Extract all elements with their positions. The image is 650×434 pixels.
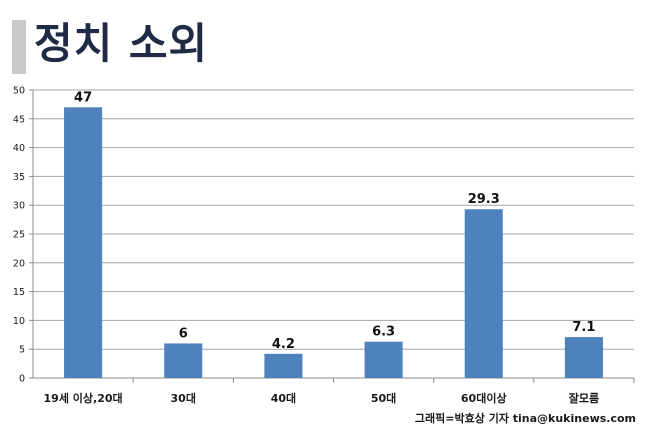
bar-2	[264, 353, 303, 378]
x-tick-label-4: 60대이상	[461, 391, 507, 405]
x-tick-label-2: 40대	[271, 391, 296, 405]
bar-1	[164, 343, 203, 378]
gridlines	[33, 89, 634, 350]
y-tick-label: 30	[13, 201, 25, 212]
y-tick-label: 45	[13, 114, 25, 125]
x-tick-label-1: 30대	[171, 391, 196, 405]
y-tick-label: 20	[13, 258, 25, 269]
bars	[64, 107, 603, 378]
data-label-2: 4.2	[272, 337, 295, 352]
data-label-5: 7.1	[572, 320, 595, 335]
y-tick-label: 10	[13, 316, 25, 327]
data-label-0: 47	[74, 90, 92, 105]
x-tick-label-3: 50대	[371, 391, 396, 405]
y-tick-label: 0	[19, 374, 25, 385]
graphic-credit: 그래픽=박효상 기자 tina@kukinews.com	[414, 412, 636, 425]
x-tick-label-5: 잘모름	[569, 392, 599, 405]
bar-0	[64, 107, 103, 378]
y-tick-label: 40	[13, 143, 25, 154]
data-labels: 47 6 4.2 6.3 29.3 7.1	[74, 90, 595, 352]
y-tick-label: 35	[13, 172, 25, 183]
data-label-1: 6	[179, 326, 188, 341]
axes: 0 5 10 15 20 25 30 35 40 45 50 19세 이상,20대 30대 40대 50대 6…	[13, 86, 635, 405]
x-tick-label-0: 19세 이상,20대	[44, 391, 123, 405]
title-accent-bar	[12, 20, 26, 74]
y-tick-label: 15	[13, 287, 25, 298]
data-label-3: 6.3	[372, 325, 395, 340]
y-tick-label: 50	[13, 86, 25, 97]
y-tick-label: 5	[19, 345, 25, 356]
bar-3	[364, 341, 403, 378]
chart-title: 정치 소외	[34, 19, 209, 68]
bar-5	[564, 337, 603, 378]
data-label-4: 29.3	[468, 192, 500, 207]
bar-4	[464, 209, 503, 378]
y-tick-label: 25	[13, 230, 25, 241]
